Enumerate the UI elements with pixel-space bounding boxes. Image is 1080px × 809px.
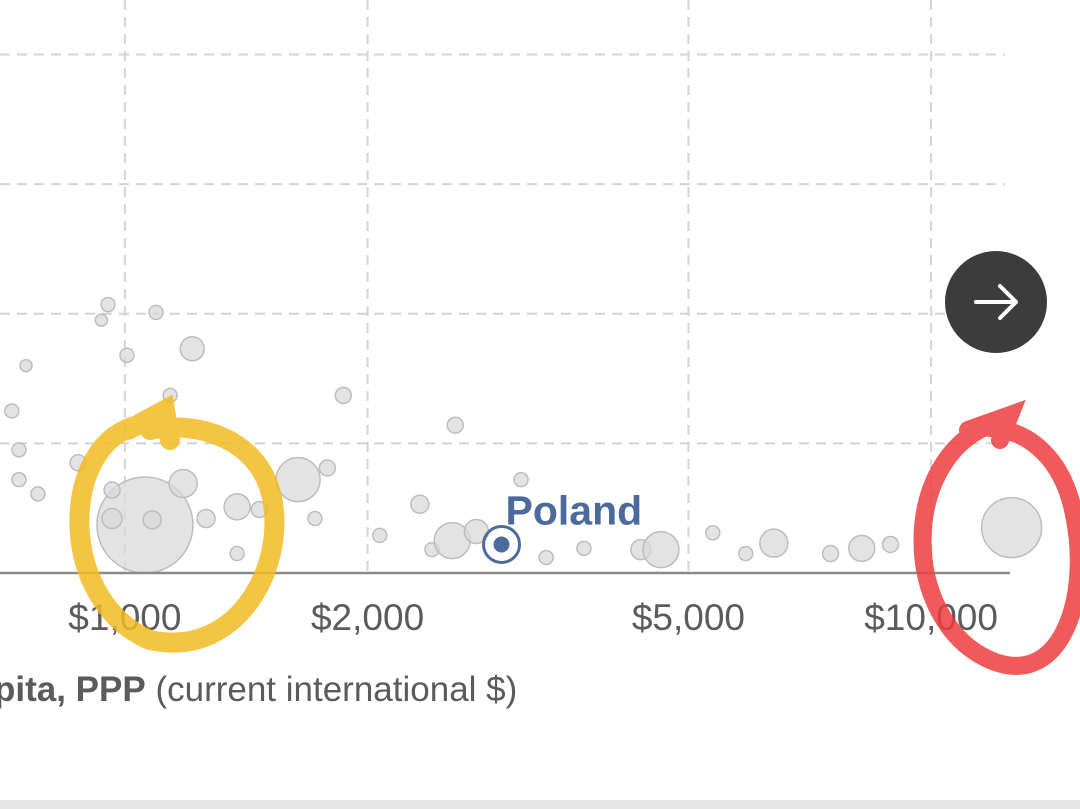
bubble [705,525,721,541]
red-annotation [913,399,1080,675]
bubble [94,313,109,327]
bottom-bar [0,800,1080,809]
bubble [229,545,245,562]
x-axis-label-bold: pita, PPP [0,670,146,709]
bubble [11,471,27,488]
bubble [101,507,123,530]
bubble [759,528,789,558]
bubble [513,471,529,488]
highlight-ring [482,524,522,564]
bubble [196,508,216,529]
bubble [821,544,840,563]
bubble [538,549,554,566]
bubble [275,456,321,503]
bubble [307,510,323,527]
bubble [318,459,337,477]
bubble [642,530,680,569]
bubble [103,481,121,499]
x-tick-label: $5,000 [632,597,745,638]
bubble [19,358,33,373]
bubble [142,510,162,530]
bubble [738,545,754,562]
bubble [119,347,135,363]
bubble [446,416,464,434]
bubble [881,535,900,554]
bubble [179,335,205,362]
bubble [30,486,46,502]
x-tick-label: $2,000 [311,597,424,638]
bubble [410,494,430,515]
arrow-icon [974,284,1018,320]
x-axis-label: pita, PPP (current international $) [0,670,517,709]
x-axis-label-rest: (current international $) [146,670,518,709]
yellow-annotation [69,394,285,653]
bubble [168,468,198,499]
highlight-point [493,536,510,553]
bubble [4,403,20,419]
points: Poland [4,296,1043,574]
bubble [334,386,353,405]
bubble [576,540,592,557]
bubble [372,527,388,544]
bubble [11,442,27,458]
bubble [980,496,1043,559]
bubble [148,304,164,321]
bubble [223,493,251,521]
highlight-label: Poland [506,487,643,533]
bubble [100,296,116,313]
bubble [848,534,876,563]
next-button[interactable] [945,251,1047,353]
